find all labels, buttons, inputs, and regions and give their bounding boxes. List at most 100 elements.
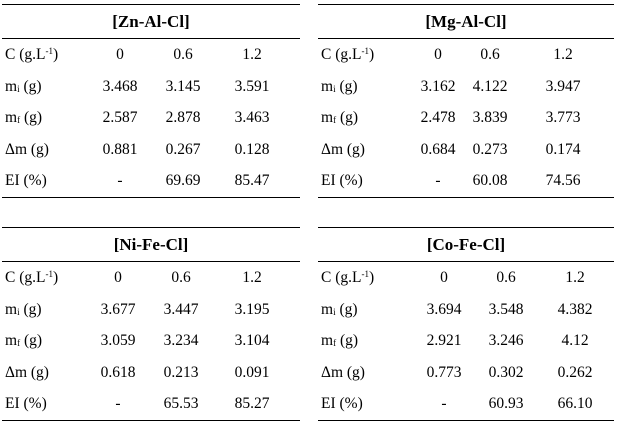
row-dm: Δm (g) 0.684 0.273 0.174 [318,134,614,166]
row-label-ei: EI (%) [321,395,363,412]
row-label-dm: Δm (g) [5,140,49,158]
cell: - [441,395,447,412]
cell: 0 [114,269,122,286]
table-title: [Co-Fe-Cl] [318,228,614,262]
row-label-mi: mi (g) [5,77,42,95]
cell: - [435,172,441,189]
row-label-mf: mf (g) [321,109,359,126]
cell: 0.618 [100,363,136,381]
row-label-dm: Δm (g) [321,140,365,158]
row-label-c: C (g.L-1) [5,46,59,63]
cell: 0.684 [420,140,456,158]
table-title: [Mg-Al-Cl] [318,5,614,39]
cell: 0 [434,46,442,63]
cell: 0.267 [165,140,201,158]
table-mg-al-cl: [Mg-Al-Cl] C (g.L-1) 0 0.6 1.2 mi (g) 3.… [318,4,614,198]
cell: 1.2 [565,269,585,286]
row-label-mi: mi (g) [321,300,358,318]
cell: 0.213 [163,363,199,381]
row-mf: mf (g) 2.478 3.839 3.773 [318,102,614,134]
cell: 1.2 [553,46,573,63]
cell: 3.694 [426,300,462,318]
cell: 0.881 [102,140,138,158]
row-label-c: C (g.L-1) [321,46,375,63]
cell: 3.548 [488,300,524,318]
row-mi: mi (g) 3.162 4.122 3.947 [318,71,614,103]
cell: 74.56 [545,172,581,189]
cell: 3.591 [234,77,270,95]
cell: 4.122 [472,77,508,95]
row-mi: mi (g) 3.468 3.145 3.591 [2,71,300,103]
cell: 3.162 [420,77,456,95]
cell: 0.6 [496,269,516,286]
row-mi: mi (g) 3.694 3.548 4.382 [318,294,614,326]
row-concentration: C (g.L-1) 0 0.6 1.2 [318,39,614,71]
row-label-mf: mf (g) [321,332,359,349]
cell: 4.12 [561,332,589,349]
cell: 66.10 [557,395,593,412]
cell: 69.69 [165,172,201,189]
cell: 1.2 [242,269,262,286]
row-concentration: C (g.L-1) 0 0.6 1.2 [318,262,614,294]
row-label-c: C (g.L-1) [321,269,375,286]
row-dm: Δm (g) 0.618 0.213 0.091 [2,357,300,389]
cell: 85.27 [234,395,270,412]
row-label-dm: Δm (g) [5,363,49,381]
cell: 3.145 [165,77,201,95]
cell: 60.93 [488,395,524,412]
cell: 3.773 [545,109,581,126]
row-label-ei: EI (%) [5,172,47,189]
cell: 0.174 [545,140,581,158]
row-label-mi: mi (g) [321,77,358,95]
cell: 3.839 [472,109,508,126]
row-mf: mf (g) 3.059 3.234 3.104 [2,325,300,357]
row-ei: EI (%) - 60.08 74.56 [318,165,614,197]
row-dm: Δm (g) 0.773 0.302 0.262 [318,357,614,389]
cell: 0.262 [557,363,593,381]
cell: - [115,395,121,412]
table-ni-fe-cl: [Ni-Fe-Cl] C (g.L-1) 0 0.6 1.2 mi (g) 3.… [2,227,300,421]
row-label-mi: mi (g) [5,300,42,318]
row-ei: EI (%) - 65.53 85.27 [2,388,300,420]
table-title: [Ni-Fe-Cl] [2,228,300,262]
row-concentration: C (g.L-1) 0 0.6 1.2 [2,39,300,71]
cell: 2.921 [426,332,462,349]
cell: 0.773 [426,363,462,381]
cell: 3.195 [234,300,270,318]
row-label-mf: mf (g) [5,332,43,349]
cell: 3.059 [100,332,136,349]
row-mf: mf (g) 2.587 2.878 3.463 [2,102,300,134]
row-mf: mf (g) 2.921 3.246 4.12 [318,325,614,357]
row-label-ei: EI (%) [5,395,47,412]
cell: 4.382 [557,300,593,318]
cell: 3.468 [102,77,138,95]
cell: 0 [440,269,448,286]
row-label-mf: mf (g) [5,109,43,126]
cell: 0.273 [472,140,508,158]
cell: 3.947 [545,77,581,95]
cell: - [117,172,123,189]
cell: 0.302 [488,363,524,381]
cell: 0.6 [480,46,500,63]
cell: 2.878 [165,109,201,126]
row-label-dm: Δm (g) [321,363,365,381]
cell: 0.091 [234,363,270,381]
row-label-c: C (g.L-1) [5,269,59,286]
cell: 0.6 [173,46,193,63]
row-mi: mi (g) 3.677 3.447 3.195 [2,294,300,326]
cell: 3.246 [488,332,524,349]
cell: 3.463 [234,109,270,126]
cell: 3.677 [100,300,136,318]
row-concentration: C (g.L-1) 0 0.6 1.2 [2,262,300,294]
cell: 3.104 [234,332,270,349]
row-ei: EI (%) - 69.69 85.47 [2,165,300,197]
row-ei: EI (%) - 60.93 66.10 [318,388,614,420]
cell: 65.53 [163,395,199,412]
cell: 3.447 [163,300,199,318]
cell: 2.587 [102,109,138,126]
cell: 85.47 [234,172,270,189]
cell: 0.128 [234,140,270,158]
row-dm: Δm (g) 0.881 0.267 0.128 [2,134,300,166]
cell: 3.234 [163,332,199,349]
cell: 0.6 [171,269,191,286]
